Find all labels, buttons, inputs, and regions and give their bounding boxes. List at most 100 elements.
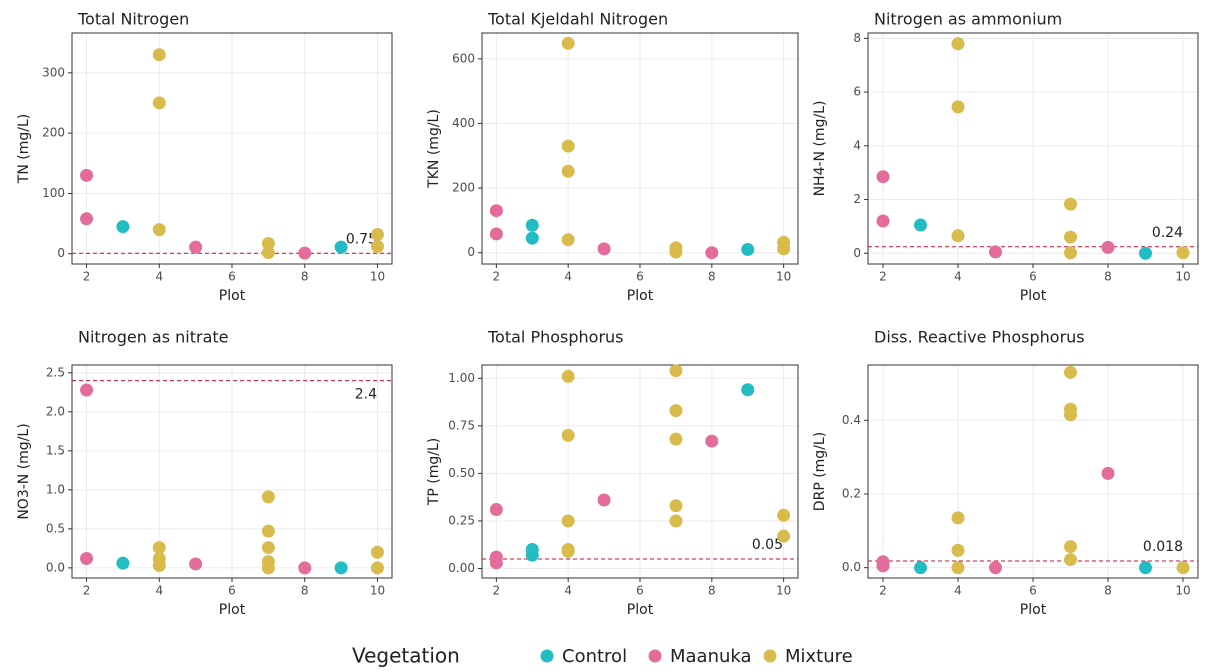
x-axis-label: Plot [219, 602, 246, 618]
panel: Diss. Reactive Phosphorus 2 4 6 8 10 0.0 0.2 0.4… [812, 328, 1199, 618]
data-point [1064, 230, 1077, 244]
data-point [1064, 246, 1077, 260]
x-tick-label: 10 [1175, 584, 1190, 598]
legend-title: Vegetation [352, 644, 460, 668]
data-point [525, 231, 539, 245]
data-point [370, 227, 384, 241]
data-point [152, 96, 166, 110]
panel-title: Nitrogen as ammonium [874, 10, 1062, 29]
data-point [152, 541, 166, 555]
x-tick-label: 6 [228, 584, 236, 598]
data-point [116, 556, 130, 570]
plot-border [71, 364, 393, 579]
x-axis-label: Plot [627, 288, 654, 304]
y-tick-label: 0.0 [46, 560, 65, 574]
x-tick-label: 10 [1175, 270, 1190, 284]
x-tick-label: 4 [954, 270, 962, 284]
data-point [597, 242, 611, 256]
data-point [1064, 197, 1077, 211]
data-point [370, 561, 384, 575]
legend-label: Control [562, 646, 627, 667]
x-tick-label: 2 [493, 270, 501, 284]
data-point [561, 369, 575, 383]
y-tick-label: 1.5 [46, 443, 65, 457]
legend-marker [763, 649, 777, 663]
x-tick-label: 8 [1104, 584, 1112, 598]
y-tick-label: 100 [42, 186, 65, 200]
data-point [261, 541, 275, 555]
x-tick-label: 8 [708, 584, 716, 598]
y-tick-label: 2 [853, 192, 861, 206]
data-point [370, 545, 384, 559]
data-point [370, 240, 384, 254]
data-point [989, 561, 1002, 575]
data-point [951, 561, 965, 575]
y-tick-label: 0 [853, 246, 861, 260]
data-point [489, 503, 503, 517]
panel: Nitrogen as nitrate 2 4 6 8 10 0.0 0.5 1.0 1.5 2.0… [16, 328, 393, 618]
y-tick-label: 200 [42, 126, 65, 140]
x-tick-label: 8 [301, 584, 309, 598]
y-axis-label: TKN (mg/L) [426, 109, 442, 189]
data-point [116, 220, 130, 234]
data-point [152, 48, 166, 62]
data-point [777, 529, 791, 543]
y-tick-label: 0.4 [842, 413, 861, 427]
x-tick-label: 4 [155, 584, 163, 598]
data-point [152, 559, 166, 573]
reference-label: 0.018 [1143, 539, 1183, 555]
panel: Total Phosphorus 2 4 6 8 10 0.00 0.25 0.50 0.75 1.… [426, 328, 799, 618]
x-tick-label: 8 [301, 270, 309, 284]
x-tick-label: 6 [228, 270, 236, 284]
x-axis-label: Plot [1020, 288, 1047, 304]
data-point [489, 204, 503, 218]
data-point [951, 229, 965, 243]
x-tick-label: 6 [636, 270, 644, 284]
data-point [951, 543, 965, 557]
data-point [1101, 240, 1115, 254]
data-point [914, 561, 927, 575]
x-tick-label: 8 [708, 270, 716, 284]
data-point [876, 559, 890, 573]
data-point [261, 561, 275, 575]
y-tick-label: 6 [853, 85, 861, 99]
data-point [334, 561, 348, 575]
data-point [261, 524, 275, 538]
data-point [561, 514, 575, 528]
data-point [951, 511, 965, 525]
data-point [261, 236, 275, 250]
data-point [261, 246, 275, 260]
data-point [741, 242, 755, 256]
x-tick-label: 6 [1029, 270, 1037, 284]
data-point [741, 383, 755, 397]
x-tick-label: 2 [83, 270, 91, 284]
y-tick-label: 300 [42, 65, 65, 79]
data-point [989, 245, 1002, 259]
data-point [334, 240, 348, 254]
reference-label: 0.24 [1152, 225, 1183, 241]
data-point [669, 432, 683, 446]
data-point [1064, 540, 1077, 554]
data-point [80, 551, 94, 565]
x-tick-label: 2 [879, 270, 887, 284]
y-tick-label: 2.0 [46, 404, 65, 418]
y-tick-label: 0.00 [448, 561, 475, 575]
reference-label: 0.75 [346, 231, 377, 247]
y-tick-label: 2.5 [46, 365, 65, 379]
x-tick-label: 4 [564, 270, 572, 284]
data-point [561, 36, 575, 50]
y-tick-label: 200 [452, 181, 475, 195]
x-tick-label: 10 [776, 584, 791, 598]
panel-title: Diss. Reactive Phosphorus [874, 328, 1085, 347]
x-tick-label: 10 [776, 270, 791, 284]
legend-label: Maanuka [670, 646, 752, 667]
plot-border [71, 32, 393, 265]
x-tick-label: 4 [564, 584, 572, 598]
y-tick-label: 0.25 [448, 513, 475, 527]
reference-label: 0.05 [752, 537, 783, 553]
x-tick-label: 6 [636, 584, 644, 598]
data-point [951, 100, 965, 114]
legend-marker [540, 649, 554, 663]
y-axis-label: TN (mg/L) [16, 114, 32, 184]
panel-title: Total Kjeldahl Nitrogen [487, 10, 668, 29]
